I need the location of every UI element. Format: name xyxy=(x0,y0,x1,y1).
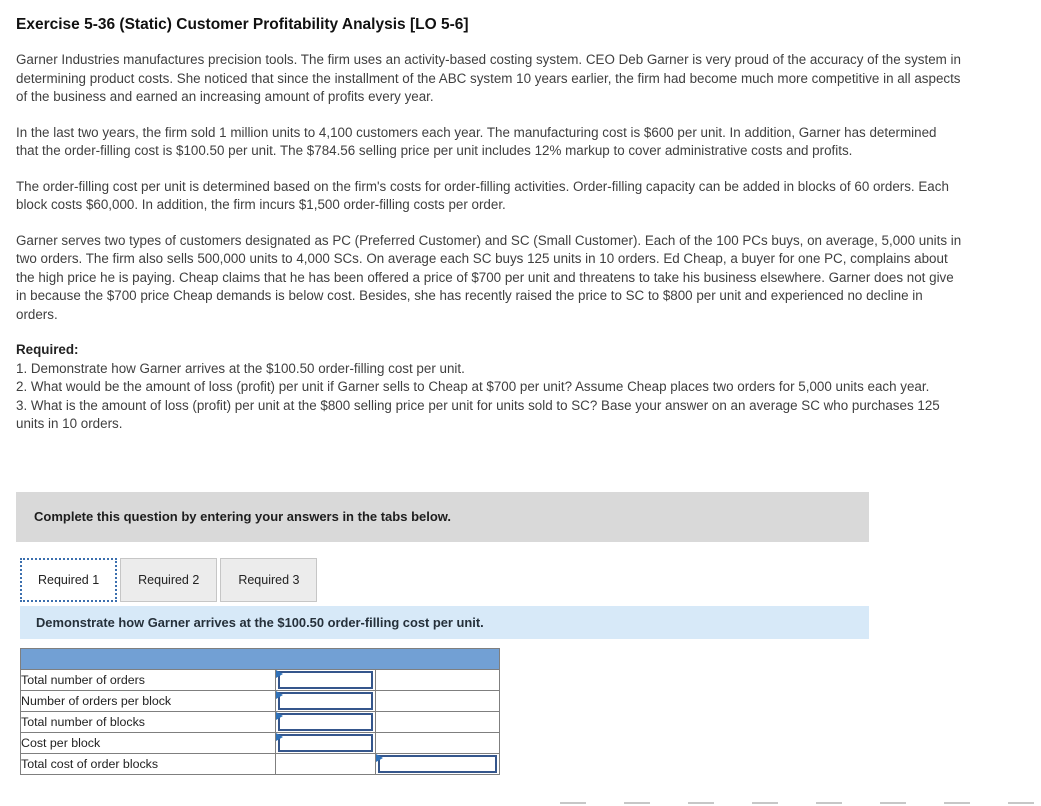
tab-required-1[interactable]: Required 1 xyxy=(20,557,118,602)
cell-marker-icon xyxy=(276,732,283,741)
instruction-text: Complete this question by entering your … xyxy=(34,508,452,524)
required-item-2: 2. What would be the amount of loss (pro… xyxy=(16,379,930,394)
table-row: Total number of orders xyxy=(20,668,500,691)
exercise-page: Exercise 5-36 (Static) Customer Profitab… xyxy=(16,16,1041,775)
empty-cell xyxy=(375,710,500,733)
empty-cell xyxy=(275,752,376,775)
problem-paragraph: The order-filling cost per unit is deter… xyxy=(16,178,949,213)
answer-input-blocks[interactable] xyxy=(278,712,373,731)
answer-table: Total number of orders Number of orders … xyxy=(20,647,500,775)
problem-paragraph: Garner serves two types of customers des… xyxy=(16,232,962,322)
answer-input-total-cost[interactable] xyxy=(378,754,497,773)
empty-cell xyxy=(375,689,500,712)
table-header-row xyxy=(20,647,500,670)
table-row: Total number of blocks xyxy=(20,710,500,733)
answer-tabs: Required 1 Required 2 Required 3 xyxy=(20,557,1041,602)
cell-marker-icon xyxy=(276,669,283,678)
answer-input-cost-per-block[interactable] xyxy=(278,733,373,752)
tab-required-3[interactable]: Required 3 xyxy=(220,557,318,602)
exercise-title: Exercise 5-36 (Static) Customer Profitab… xyxy=(16,16,469,33)
row-label: Cost per block xyxy=(20,731,276,754)
empty-cell xyxy=(375,731,500,754)
input-cell xyxy=(275,731,376,754)
row-label: Total cost of order blocks xyxy=(20,752,276,775)
input-cell xyxy=(275,689,376,712)
row-label: Total number of orders xyxy=(20,668,276,691)
table-row: Total cost of order blocks xyxy=(20,752,500,775)
row-label: Total number of blocks xyxy=(20,710,276,733)
page-bottom-cutoff xyxy=(560,802,1041,804)
cell-marker-icon xyxy=(276,690,283,699)
cell-marker-icon xyxy=(376,753,383,762)
table-row: Number of orders per block xyxy=(20,689,500,712)
table-header-cell xyxy=(20,647,500,670)
empty-cell xyxy=(375,668,500,691)
answer-input-orders[interactable] xyxy=(278,670,373,689)
cell-marker-icon xyxy=(276,711,283,720)
tab-prompt: Demonstrate how Garner arrives at the $1… xyxy=(20,605,869,639)
table-row: Cost per block xyxy=(20,731,500,754)
answer-input-orders-per-block[interactable] xyxy=(278,691,373,710)
required-item-1: 1. Demonstrate how Garner arrives at the… xyxy=(16,360,465,376)
problem-paragraph: In the last two years, the firm sold 1 m… xyxy=(16,124,937,159)
required-label: Required: xyxy=(16,342,79,357)
input-cell xyxy=(275,710,376,733)
input-cell xyxy=(375,752,500,775)
input-cell xyxy=(275,668,376,691)
required-item-3: 3. What is the amount of loss (profit) p… xyxy=(16,397,940,432)
row-label: Number of orders per block xyxy=(20,689,276,712)
tab-required-2[interactable]: Required 2 xyxy=(120,557,218,602)
required-section: Required: 1. Demonstrate how Garner arri… xyxy=(16,341,962,434)
problem-paragraph: Garner Industries manufactures precision… xyxy=(16,52,961,104)
instruction-box: Complete this question by entering your … xyxy=(16,491,869,542)
